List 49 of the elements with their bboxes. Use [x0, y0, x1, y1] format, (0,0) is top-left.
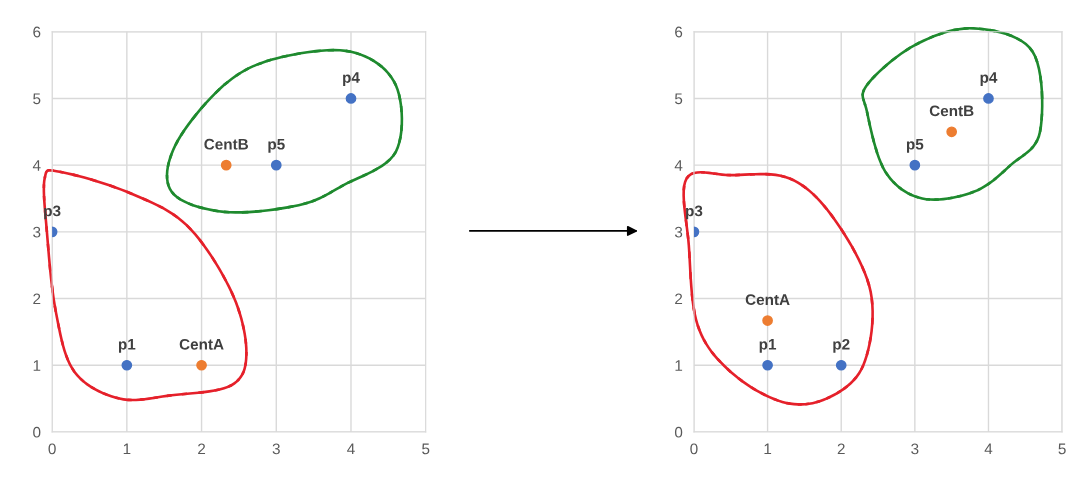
- x-tick-label: 5: [422, 443, 430, 455]
- point: [946, 126, 958, 138]
- y-tick-label: 0: [674, 426, 683, 438]
- y-tick-label: 1: [33, 360, 41, 371]
- point: [196, 359, 207, 371]
- x-tick-label: 2: [837, 443, 845, 455]
- x-tick-label: 1: [764, 443, 772, 455]
- point: [270, 159, 282, 171]
- point: [121, 359, 133, 371]
- annotation: CentA: [745, 294, 790, 306]
- x-tick-label: 0: [48, 443, 56, 455]
- y-tick-label: 4: [674, 160, 683, 171]
- annotation: p5: [268, 138, 285, 153]
- point: [220, 159, 232, 171]
- x-tick-label: 4: [347, 443, 355, 455]
- x-tick-label: 2: [198, 443, 206, 455]
- y-tick-label: 0: [33, 426, 41, 438]
- annotation: p3: [686, 205, 703, 220]
- y-tick-label: 3: [674, 226, 683, 238]
- y-tick-label: 5: [674, 93, 683, 105]
- y-tick-label: 3: [33, 226, 41, 238]
- x-tick-label: 5: [1058, 443, 1066, 455]
- x-tick-label: 4: [984, 443, 993, 455]
- y-tick-label: 5: [33, 93, 41, 105]
- x-tick-label: 3: [272, 443, 280, 455]
- y-tick-label: 1: [675, 360, 683, 371]
- annotation: p1: [118, 339, 136, 353]
- point: [909, 159, 921, 171]
- point: [345, 93, 357, 104]
- y-tick-label: 2: [33, 293, 41, 305]
- x-tick-label: 0: [690, 443, 698, 455]
- point: [983, 93, 994, 104]
- annotation: p2: [833, 338, 850, 353]
- x-tick-label: 1: [123, 443, 131, 455]
- y-tick-label: 6: [675, 26, 683, 38]
- point: [835, 359, 847, 371]
- annotation: CentA: [179, 338, 224, 350]
- x-tick-label: 3: [911, 443, 919, 455]
- annotation: p5: [906, 138, 924, 153]
- y-tick-label: 6: [33, 26, 41, 38]
- annotation: p4: [343, 72, 360, 86]
- point: [762, 359, 773, 371]
- y-tick-label: 4: [32, 160, 41, 171]
- annotation: CentB: [204, 138, 249, 150]
- annotation: p1: [759, 339, 777, 353]
- y-tick-label: 2: [675, 293, 683, 305]
- point: [762, 315, 773, 326]
- annotation: p4: [980, 72, 998, 86]
- annotation: CentB: [929, 105, 974, 117]
